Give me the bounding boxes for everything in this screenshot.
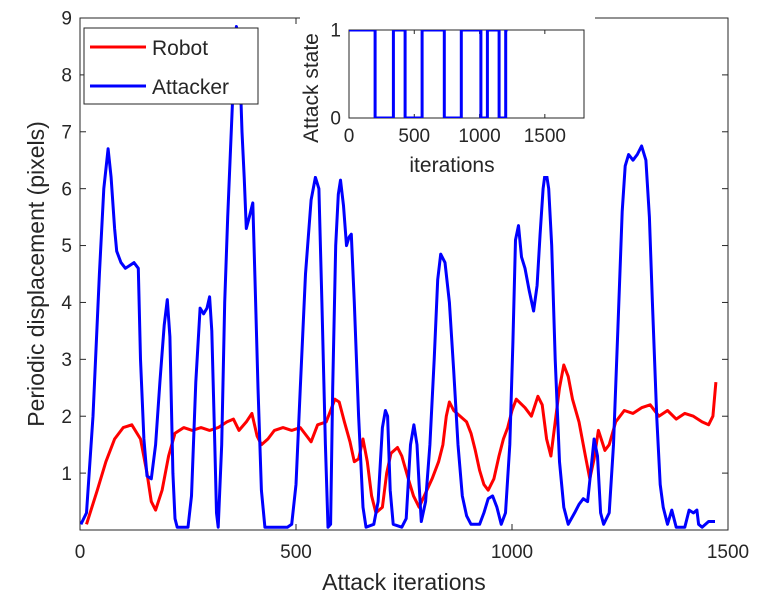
inset-y-tick-label: 0 bbox=[330, 109, 341, 130]
inset-y-axis-label: Attack state bbox=[300, 33, 323, 143]
main-y-tick-label: 7 bbox=[61, 122, 72, 143]
main-series-line-attacker bbox=[80, 25, 715, 529]
main-y-tick-label: 4 bbox=[61, 293, 72, 314]
main-x-ticks: 0 500 1000 1500 bbox=[75, 18, 749, 563]
main-x-tick-label: 0 bbox=[75, 542, 86, 563]
inset-series-group bbox=[349, 30, 508, 118]
inset-x-axis-label: iterations bbox=[409, 154, 494, 177]
inset-plot-frame bbox=[348, 29, 585, 119]
inset-x-ticks: 0 500 1000 1500 bbox=[344, 30, 566, 147]
main-y-tick-label: 1 bbox=[61, 464, 72, 485]
legend-box bbox=[83, 27, 259, 105]
main-y-tick-label: 9 bbox=[61, 9, 72, 30]
main-y-tick-label: 6 bbox=[61, 179, 72, 200]
main-x-tick-label: 500 bbox=[280, 542, 312, 563]
main-y-tick-label: 2 bbox=[61, 407, 72, 428]
inset-plot-area: 0 500 1000 1500 0 1 iterations Attack state bbox=[300, 16, 595, 177]
inset-x-tick-label: 500 bbox=[398, 126, 430, 147]
inset-x-tick-label: 1500 bbox=[524, 126, 566, 147]
main-y-ticks: 1 2 3 4 5 6 7 8 9 bbox=[61, 9, 728, 485]
main-series-group bbox=[80, 25, 718, 529]
legend-label-robot: Robot bbox=[152, 37, 208, 60]
main-x-tick-label: 1500 bbox=[707, 542, 749, 563]
legend: Robot Attacker bbox=[83, 27, 259, 105]
inset-series-line-series-0 bbox=[349, 30, 508, 118]
main-x-tick-label: 1000 bbox=[491, 542, 533, 563]
main-y-axis-label: Periodic displacement (pixels) bbox=[23, 121, 49, 427]
inset-x-tick-label: 1000 bbox=[458, 126, 500, 147]
legend-label-attacker: Attacker bbox=[152, 76, 229, 99]
main-y-tick-label: 3 bbox=[61, 350, 72, 371]
inset-y-tick-label: 1 bbox=[330, 21, 341, 42]
main-y-tick-label: 5 bbox=[61, 236, 72, 257]
main-x-axis-label: Attack iterations bbox=[322, 569, 486, 595]
main-y-tick-label: 8 bbox=[61, 66, 72, 87]
inset-x-tick-label: 0 bbox=[344, 126, 355, 147]
